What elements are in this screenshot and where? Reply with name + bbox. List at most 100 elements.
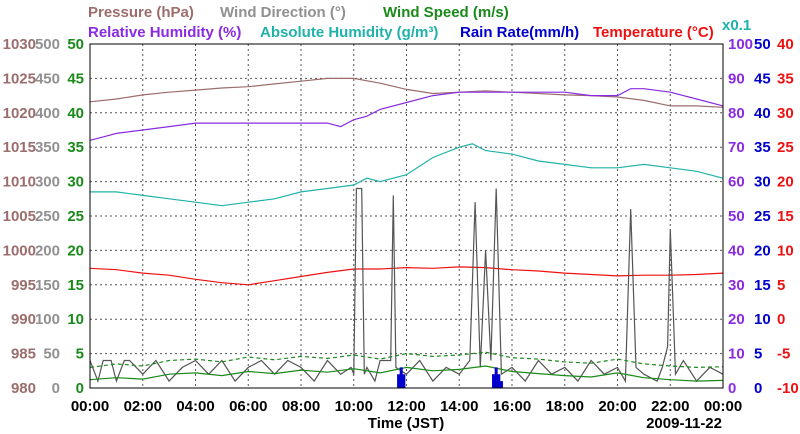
- y-tick-temperature: 35: [777, 70, 794, 87]
- y-tick-wind-direction: 200: [35, 242, 60, 259]
- y-tick-wind-speed: 30: [67, 174, 84, 191]
- x-tick-label: 10:00: [335, 398, 373, 415]
- x-tick-label: 02:00: [124, 398, 162, 415]
- series-wind-speed-gust-m-s: [89, 351, 724, 369]
- y-tick-temperature: -10: [777, 380, 799, 397]
- x-tick-label: 00:00: [71, 398, 109, 415]
- y-tick-relative-humidity: 40: [728, 242, 745, 259]
- y-tick-pressure: 995: [11, 277, 36, 294]
- y-tick-temperature: 20: [777, 174, 794, 191]
- y-tick-relative-humidity: 90: [728, 70, 745, 87]
- series-rain-rate-mm-h-bar: [499, 381, 503, 388]
- y-tick-temperature: 10: [777, 242, 794, 259]
- x-tick-label: 18:00: [546, 398, 584, 415]
- series-rain-rate-mm-h-bar: [397, 374, 401, 388]
- y-tick-wind-speed: 40: [67, 105, 84, 122]
- y-tick-rain-rate: 45: [754, 70, 771, 87]
- y-tick-wind-speed: 10: [67, 311, 84, 328]
- legend-relative-humidity: Relative Humidity (%): [88, 24, 241, 41]
- y-tick-wind-direction: 500: [35, 36, 60, 53]
- y-tick-wind-direction: 350: [35, 139, 60, 156]
- y-tick-temperature: 30: [777, 105, 794, 122]
- grid: [90, 44, 723, 388]
- y-tick-rain-rate: 20: [754, 242, 771, 259]
- y-tick-wind-direction: 400: [35, 105, 60, 122]
- y-tick-relative-humidity: 30: [728, 277, 745, 294]
- series-group: [89, 77, 724, 388]
- y-tick-temperature: 40: [777, 36, 794, 53]
- x-tick-labels: 00:00 02:00 04:00 06:00 08:00 10:00 12:00 14:00…: [71, 398, 742, 415]
- series-relative-humidity: [89, 88, 724, 141]
- y-tick-rain-rate: 25: [754, 208, 771, 225]
- legend-ah-multiplier: x0.1: [722, 17, 751, 34]
- legend-temperature: Temperature (°C): [593, 24, 714, 41]
- series-rain-rate-mm-h-bar: [494, 367, 498, 388]
- y-tick-wind-speed: 45: [67, 70, 84, 87]
- y-tick-relative-humidity: 100: [728, 36, 753, 53]
- y-tick-rain-rate: 10: [754, 311, 771, 328]
- x-tick-label: 16:00: [493, 398, 531, 415]
- x-tick-label: 14:00: [440, 398, 478, 415]
- y-tick-wind-direction: 450: [35, 70, 60, 87]
- y-tick-rain-rate: 0: [754, 380, 762, 397]
- y-tick-wind-speed: 5: [76, 346, 84, 363]
- series-rain-rate-mm-h-bar: [402, 374, 406, 388]
- series-rain-rate-mm-h-bar: [492, 374, 496, 388]
- series-rain-rate-mm-h-bar: [399, 367, 403, 388]
- y-tick-wind-direction: 250: [35, 208, 60, 225]
- y-tick-wind-direction: 50: [43, 346, 60, 363]
- series-absolute-humidity-g-m: [90, 143, 724, 207]
- x-tick-label: 12:00: [387, 398, 425, 415]
- y-tick-pressure: 1020: [3, 105, 36, 122]
- series-wind-direction: [89, 187, 724, 384]
- y-tick-labels: 1030102510201015101010051000995990985980…: [3, 36, 799, 397]
- y-tick-rain-rate: 50: [754, 36, 771, 53]
- y-tick-temperature: 25: [777, 139, 794, 156]
- y-tick-rain-rate: 15: [754, 277, 771, 294]
- y-tick-wind-speed: 15: [67, 277, 84, 294]
- y-tick-pressure: 1010: [3, 174, 36, 191]
- y-tick-pressure: 985: [11, 346, 36, 363]
- y-tick-pressure: 1015: [3, 139, 36, 156]
- y-tick-wind-direction: 0: [52, 380, 60, 397]
- y-tick-wind-direction: 150: [35, 277, 60, 294]
- y-tick-wind-speed: 35: [67, 139, 84, 156]
- y-tick-pressure: 1000: [3, 242, 36, 259]
- y-tick-wind-speed: 0: [76, 380, 84, 397]
- x-tick-label: 06:00: [229, 398, 267, 415]
- y-tick-temperature: -5: [777, 346, 790, 363]
- y-tick-wind-speed: 50: [67, 36, 84, 53]
- x-tick-label: 20:00: [598, 398, 636, 415]
- series-temperature-c: [89, 266, 724, 286]
- y-tick-wind-direction: 100: [35, 311, 60, 328]
- legend-wind-direction: Wind Direction (°): [220, 4, 346, 21]
- y-tick-pressure: 980: [11, 380, 36, 397]
- y-tick-rain-rate: 5: [754, 346, 762, 363]
- y-tick-pressure: 990: [11, 311, 36, 328]
- y-tick-relative-humidity: 60: [728, 174, 745, 191]
- y-tick-rain-rate: 40: [754, 105, 771, 122]
- date-label: 2009-11-22: [646, 415, 722, 432]
- series-wind-speed-m-s: [89, 365, 724, 382]
- x-tick-label: 04:00: [176, 398, 214, 415]
- x-axis-label: Time (JST): [368, 415, 444, 432]
- legend-rain-rate: Rain Rate(mm/h): [460, 24, 579, 41]
- plot-frame: [89, 43, 724, 389]
- y-tick-wind-speed: 25: [67, 208, 84, 225]
- y-tick-temperature: 15: [777, 208, 794, 225]
- y-tick-relative-humidity: 70: [728, 139, 745, 156]
- y-tick-temperature: 0: [777, 311, 785, 328]
- y-tick-pressure: 1025: [3, 70, 36, 87]
- y-tick-relative-humidity: 80: [728, 105, 745, 122]
- x-tick-label: 22:00: [651, 398, 689, 415]
- y-tick-pressure: 1005: [3, 208, 36, 225]
- y-tick-relative-humidity: 50: [728, 208, 745, 225]
- y-tick-wind-speed: 20: [67, 242, 84, 259]
- legend: Pressure (hPa) Wind Direction (°) Wind S…: [88, 4, 751, 41]
- y-tick-relative-humidity: 20: [728, 311, 745, 328]
- x-tick-label: 08:00: [282, 398, 320, 415]
- y-tick-wind-direction: 300: [35, 174, 60, 191]
- legend-absolute-humidity: Absolute Humidity (g/m³): [260, 24, 438, 41]
- y-tick-rain-rate: 30: [754, 174, 771, 191]
